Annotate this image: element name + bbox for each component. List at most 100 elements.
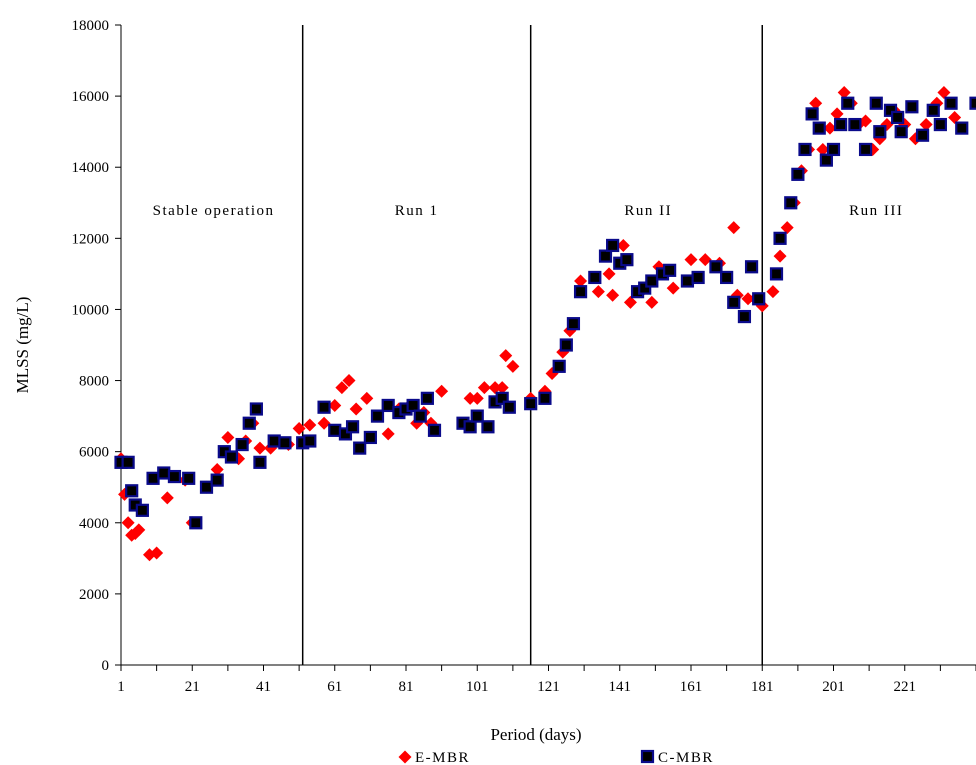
data-point-c-mbr — [182, 471, 196, 485]
y-tick-label: 10000 — [72, 302, 110, 318]
data-point-e-mbr — [623, 295, 637, 309]
data-point-c-mbr — [969, 96, 976, 110]
data-point-c-mbr — [598, 249, 613, 263]
data-point-c-mbr — [773, 231, 787, 245]
data-point-e-mbr — [741, 292, 755, 306]
data-point-e-mbr — [698, 253, 712, 267]
data-point-c-mbr — [645, 274, 659, 288]
series-e-mbr — [114, 86, 962, 562]
phase-label: Run II — [624, 203, 672, 219]
data-point-c-mbr — [933, 117, 947, 132]
data-point-c-mbr — [420, 391, 434, 405]
data-point-c-mbr — [253, 455, 267, 469]
data-point-c-mbr — [873, 125, 887, 139]
data-point-c-mbr — [606, 238, 620, 253]
series-layer — [114, 86, 976, 562]
data-point-e-mbr — [766, 285, 780, 299]
data-point-c-mbr — [353, 441, 367, 455]
data-point-c-mbr — [588, 270, 602, 285]
x-tick-label: 101 — [466, 679, 489, 695]
data-point-e-mbr — [381, 427, 395, 441]
data-point-c-mbr — [826, 142, 841, 157]
data-point-c-mbr — [524, 397, 538, 411]
data-point-c-mbr — [552, 359, 566, 373]
data-point-c-mbr — [573, 285, 588, 299]
y-tick-label: 4000 — [79, 516, 109, 532]
x-tick-label: 121 — [537, 679, 560, 695]
data-point-c-mbr — [720, 270, 734, 285]
data-point-c-mbr — [135, 503, 149, 517]
data-point-e-mbr — [859, 114, 873, 128]
y-tick-label: 0 — [102, 658, 110, 674]
data-point-c-mbr — [413, 409, 427, 423]
data-point-c-mbr — [944, 96, 958, 110]
x-tick-label: 21 — [185, 679, 200, 695]
data-point-c-mbr — [915, 128, 930, 142]
data-point-e-mbr — [830, 107, 844, 121]
data-point-c-mbr — [463, 420, 477, 434]
x-axis-title: Period (days) — [490, 725, 581, 744]
x-tick-label: 181 — [751, 679, 774, 695]
data-point-c-mbr — [805, 107, 819, 121]
data-point-e-mbr — [823, 121, 837, 135]
data-point-e-mbr — [253, 441, 267, 455]
data-point-e-mbr — [645, 295, 659, 309]
x-tick-label: 221 — [894, 679, 917, 695]
data-point-c-mbr — [199, 480, 214, 494]
data-point-e-mbr — [919, 118, 933, 132]
data-point-c-mbr — [370, 409, 385, 423]
data-point-c-mbr — [538, 391, 552, 405]
data-point-c-mbr — [210, 473, 224, 487]
data-point-e-mbr — [221, 430, 235, 444]
data-point-c-mbr — [559, 338, 573, 352]
data-point-e-mbr — [937, 86, 951, 100]
data-point-e-mbr — [349, 402, 363, 416]
phase-label: Run 1 — [395, 203, 439, 219]
data-point-c-mbr — [784, 196, 798, 210]
data-point-c-mbr — [663, 263, 677, 277]
data-point-c-mbr — [848, 117, 862, 132]
legend-marker-e-mbr — [398, 750, 412, 764]
data-point-e-mbr — [816, 142, 830, 156]
x-axis: 1 21 41 61 81 101 121 141 161 181 201 221 — [117, 664, 976, 695]
data-point-c-mbr — [566, 317, 581, 331]
data-point-c-mbr — [189, 516, 203, 530]
data-point-e-mbr — [606, 288, 620, 302]
data-point-c-mbr — [121, 455, 135, 469]
series-c-mbr — [114, 96, 976, 530]
y-tick-label: 6000 — [79, 445, 109, 461]
data-point-e-mbr — [132, 523, 146, 537]
data-point-c-mbr — [146, 471, 160, 485]
data-point-c-mbr — [798, 142, 812, 157]
data-point-c-mbr — [328, 423, 342, 437]
phase-dividers — [301, 25, 763, 665]
data-point-e-mbr — [317, 416, 331, 430]
data-point-e-mbr — [616, 238, 630, 252]
data-point-e-mbr — [574, 274, 588, 288]
data-point-e-mbr — [342, 374, 356, 388]
data-point-c-mbr — [869, 96, 883, 110]
data-point-e-mbr — [837, 86, 851, 100]
data-point-e-mbr — [360, 391, 374, 405]
data-point-e-mbr — [470, 391, 484, 405]
data-point-e-mbr — [477, 381, 491, 395]
data-point-c-mbr — [157, 466, 171, 480]
data-point-c-mbr — [841, 96, 855, 110]
data-point-e-mbr — [773, 249, 787, 263]
data-point-c-mbr — [691, 270, 705, 285]
x-tick-label: 41 — [256, 679, 271, 695]
data-point-c-mbr — [905, 100, 919, 114]
data-point-c-mbr — [709, 260, 723, 274]
data-point-c-mbr — [769, 267, 784, 281]
data-point-e-mbr — [727, 221, 741, 235]
data-point-c-mbr — [752, 292, 766, 306]
legend-label-e-mbr: E-MBR — [415, 750, 470, 765]
data-point-c-mbr — [317, 400, 331, 414]
data-point-c-mbr — [502, 400, 516, 414]
data-point-e-mbr — [303, 418, 317, 432]
y-tick-label: 16000 — [72, 89, 110, 105]
data-point-c-mbr — [812, 121, 826, 135]
data-point-c-mbr — [819, 153, 833, 167]
data-point-e-mbr — [495, 381, 509, 395]
